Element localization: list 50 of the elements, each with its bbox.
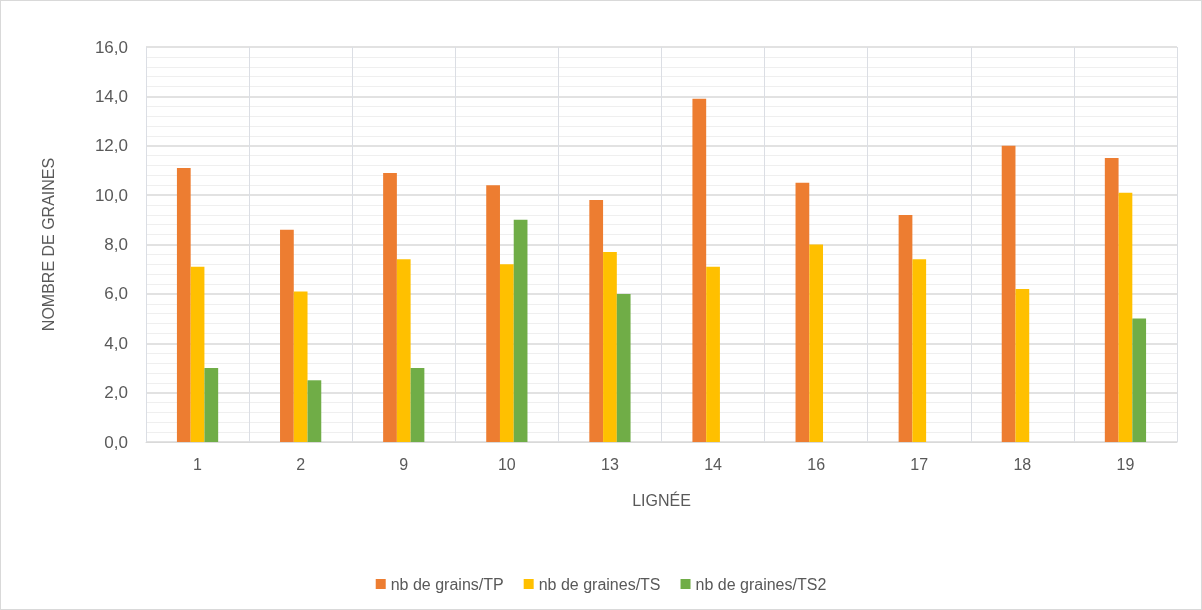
x-tick-label: 19 bbox=[1116, 455, 1135, 473]
bar bbox=[898, 214, 913, 442]
bar bbox=[499, 264, 514, 442]
x-tick-label: 16 bbox=[807, 455, 826, 473]
bar bbox=[190, 266, 205, 442]
bar bbox=[204, 367, 219, 442]
bar bbox=[706, 266, 720, 442]
bar bbox=[383, 172, 397, 442]
bar bbox=[1118, 192, 1133, 442]
bar bbox=[603, 251, 617, 442]
bar bbox=[176, 167, 191, 442]
bar bbox=[809, 244, 824, 442]
bar bbox=[616, 293, 631, 442]
bar bbox=[1132, 318, 1147, 442]
bar bbox=[280, 229, 294, 442]
x-tick-label: 13 bbox=[601, 455, 619, 473]
bar bbox=[795, 182, 810, 442]
bar bbox=[589, 200, 604, 442]
bar bbox=[410, 367, 425, 442]
y-tick-label: 0,0 bbox=[104, 432, 128, 452]
x-tick-label: 17 bbox=[910, 455, 929, 473]
x-tick-label: 14 bbox=[704, 455, 723, 473]
y-tick-label: 12,0 bbox=[94, 136, 128, 156]
bar bbox=[692, 98, 707, 442]
bar bbox=[513, 219, 528, 442]
bar bbox=[293, 291, 308, 442]
y-tick-label: 14,0 bbox=[94, 86, 128, 106]
bar bbox=[1001, 145, 1016, 442]
legend-label: nb de graines/TS2 bbox=[695, 575, 827, 593]
y-tick-label: 8,0 bbox=[104, 235, 128, 254]
bar bbox=[307, 380, 322, 442]
x-tick-label: 1 bbox=[193, 455, 203, 473]
bar bbox=[1104, 158, 1119, 442]
y-tick-label: 6,0 bbox=[104, 284, 128, 304]
bar bbox=[486, 185, 500, 442]
x-tick-label: 9 bbox=[399, 455, 409, 473]
y-tick-label: 4,0 bbox=[104, 333, 128, 353]
bar bbox=[912, 259, 927, 442]
x-tick-label: 18 bbox=[1013, 455, 1032, 473]
x-tick-label: 2 bbox=[296, 455, 306, 473]
legend-label: nb de grains/TP bbox=[390, 575, 504, 593]
y-tick-label: 2,0 bbox=[104, 383, 128, 403]
y-axis-title: NOMBRE DE GRAINES bbox=[39, 157, 57, 332]
x-axis-title: LIGNÉE bbox=[632, 490, 691, 509]
y-tick-label: 16,0 bbox=[94, 37, 128, 57]
legend-label: nb de graines/TS bbox=[538, 575, 661, 593]
bar bbox=[396, 259, 411, 442]
x-tick-label: 10 bbox=[497, 455, 516, 473]
bar bbox=[1015, 288, 1030, 442]
y-tick-label: 10,0 bbox=[94, 185, 128, 205]
